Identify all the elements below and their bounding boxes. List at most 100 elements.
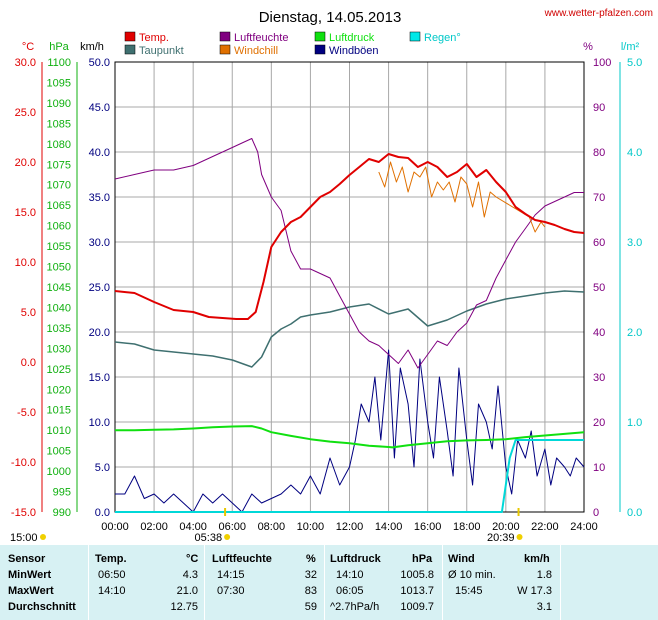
- row-min-temp-value: 4.3: [182, 569, 198, 581]
- header-humidity: Luftfeuchte: [212, 553, 272, 565]
- temp-tick-label: 30.0: [15, 57, 36, 69]
- humidity-tick-label: 20: [593, 417, 605, 429]
- row-max-press-time: 06:05: [336, 585, 364, 597]
- axis-ticks: 30.0 25.0 20.0 15.0 10.0 5.0 0.0 -5.0 -10.0 -15.0…: [11, 57, 642, 533]
- humidity-unit-label: %: [583, 41, 593, 53]
- header-pressure-unit: hPa: [412, 553, 433, 565]
- sunrise-icon: [224, 534, 231, 540]
- humidity-tick-label: 30: [593, 372, 605, 384]
- pressure-tick-label: 1075: [47, 159, 71, 171]
- legend-label: Luftfeuchte: [234, 32, 288, 44]
- legend-swatch: [314, 44, 326, 55]
- row-max-press-value: 1013.7: [400, 585, 434, 597]
- grid: [115, 62, 584, 512]
- stats-table: Sensor Temp. °C Luftfeuchte % Luftdruck …: [0, 545, 658, 620]
- rain-tick-label: 5.0: [627, 57, 642, 69]
- pressure-tick-label: 1090: [47, 98, 71, 110]
- row-max-temp-value: 21.0: [176, 585, 198, 597]
- row-min-hum-time: 14:15: [217, 569, 245, 581]
- humidity-tick-label: 70: [593, 192, 605, 204]
- row-max-wind-time: 15:45: [455, 585, 483, 597]
- header-humidity-unit: %: [306, 553, 316, 565]
- legend: Temp. Luftfeuchte Luftdruck Regen° Taupunkt W…: [124, 31, 461, 57]
- row-avg-temp-value: 12.75: [170, 601, 198, 613]
- row-avg-wind-value: 3.1: [536, 601, 552, 613]
- legend-swatch: [219, 31, 231, 42]
- pressure-tick-label: 1015: [47, 405, 71, 417]
- wind-tick-label: 10.0: [89, 417, 110, 429]
- row-avg-press-trend: ^2.7hPa/h: [330, 601, 380, 613]
- pressure-tick-label: 1035: [47, 323, 71, 335]
- legend-label: Taupunkt: [139, 45, 184, 57]
- pressure-tick-label: 1065: [47, 200, 71, 212]
- row-min-press-time: 14:10: [336, 569, 364, 581]
- row-max-wind-value: W 17.3: [517, 585, 552, 597]
- pressure-tick-label: 1010: [47, 425, 71, 437]
- rain-tick-label: 1.0: [627, 417, 642, 429]
- wind-tick-label: 15.0: [89, 372, 110, 384]
- temp-tick-label: -15.0: [11, 507, 36, 519]
- row-min-wind-value: 1.8: [536, 569, 552, 581]
- pressure-tick-label: 1045: [47, 282, 71, 294]
- pressure-tick-label: 1020: [47, 384, 71, 396]
- row-min-press-value: 1005.8: [400, 569, 434, 581]
- sunset-label: 20:39: [487, 532, 515, 544]
- pressure-tick-label: 1040: [47, 302, 71, 314]
- row-avg-label: Durchschnitt: [8, 601, 76, 613]
- header-wind: Wind: [448, 553, 475, 565]
- temp-tick-label: 15.0: [15, 207, 36, 219]
- wind-tick-label: 35.0: [89, 192, 110, 204]
- wind-tick-label: 0.0: [95, 507, 110, 519]
- website-label: www.wetter-pfalzen.com: [544, 8, 653, 19]
- humidity-tick-label: 100: [593, 57, 611, 69]
- temp-tick-label: 25.0: [15, 107, 36, 119]
- time-tick-label: 14:00: [375, 521, 403, 533]
- temp-tick-label: 20.0: [15, 157, 36, 169]
- header-sensor: Sensor: [8, 553, 46, 565]
- time-tick-label: 24:00: [570, 521, 598, 533]
- sunrise-label: 05:38: [195, 532, 223, 544]
- row-max-hum-value: 83: [304, 585, 317, 597]
- humidity-tick-label: 0: [593, 507, 599, 519]
- wind-tick-label: 30.0: [89, 237, 110, 249]
- time-tick-label: 00:00: [101, 521, 129, 533]
- pressure-unit-label: hPa: [49, 41, 69, 53]
- pressure-tick-label: 1095: [47, 77, 71, 89]
- start-time-label: 15:00: [10, 532, 38, 544]
- legend-swatch: [314, 31, 326, 42]
- time-tick-label: 10:00: [297, 521, 325, 533]
- rain-tick-label: 2.0: [627, 327, 642, 339]
- time-tick-label: 20:00: [492, 521, 520, 533]
- series-lines: [114, 138, 585, 513]
- legend-label: Windböen: [329, 45, 379, 57]
- time-tick-label: 06:00: [218, 521, 246, 533]
- temp-tick-label: 0.0: [21, 357, 36, 369]
- header-temp-unit: °C: [186, 553, 199, 565]
- wind-tick-label: 45.0: [89, 102, 110, 114]
- legend-label: Windchill: [234, 45, 278, 57]
- legend-swatch: [409, 31, 421, 42]
- row-max-label: MaxWert: [8, 585, 54, 597]
- pressure-tick-label: 1000: [47, 466, 71, 478]
- pressure-tick-label: 1100: [47, 57, 71, 69]
- row-min-wind-time: Ø 10 min.: [448, 569, 496, 581]
- pressure-tick-label: 995: [53, 487, 71, 499]
- row-min-label: MinWert: [8, 569, 52, 581]
- row-avg-press-value: 1009.7: [400, 601, 434, 613]
- pressure-tick-label: 990: [53, 507, 71, 519]
- wind-unit-label: km/h: [80, 41, 104, 53]
- pressure-tick-label: 1080: [47, 139, 71, 151]
- pressure-tick-label: 1055: [47, 241, 71, 253]
- sunset-icon: [516, 534, 523, 540]
- legend-label: Temp.: [139, 32, 169, 44]
- temp-unit-label: °C: [22, 41, 34, 53]
- header-pressure: Luftdruck: [330, 553, 381, 565]
- legend-label: Luftdruck: [329, 32, 375, 44]
- weather-chart: Dienstag, 14.05.2013 www.wetter-pfalzen.…: [10, 8, 653, 544]
- series-line-windchill: [378, 161, 546, 233]
- row-avg-hum-value: 59: [304, 601, 317, 613]
- sun-markers: 05:38 20:39 15:00: [10, 508, 523, 544]
- header-temp: Temp.: [95, 553, 127, 565]
- wind-tick-label: 20.0: [89, 327, 110, 339]
- legend-swatch: [124, 31, 136, 42]
